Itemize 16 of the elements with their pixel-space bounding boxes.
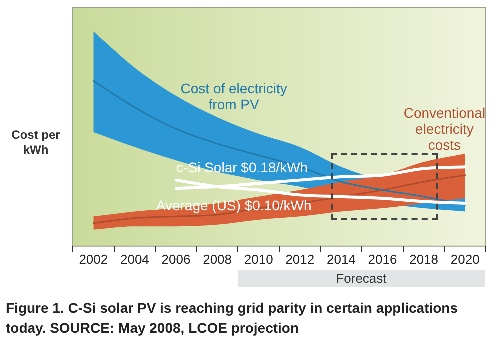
- x-tick-label: 2018: [410, 252, 439, 267]
- y-axis-title: Cost per kWh: [10, 128, 62, 158]
- x-tick-label: 2016: [368, 252, 398, 267]
- series-label: Cost of electricity from PV: [180, 80, 288, 113]
- x-tick-label: 2010: [244, 252, 274, 267]
- series-label: c-Si Solar $0.18/kWh: [176, 159, 308, 176]
- text: Forecast: [238, 270, 485, 287]
- caption: Figure 1. C-Si solar PV is reaching grid parity in certain applications today. SOURCE: May 2008, LCOE projection: [6, 299, 460, 338]
- x-tick-label: 2020: [450, 252, 480, 267]
- x-tick-label: 2006: [162, 252, 191, 267]
- x-tick-label: 2004: [120, 252, 150, 267]
- x-tick-label: 2008: [203, 252, 232, 267]
- x-tick-label: 2002: [79, 252, 108, 267]
- text: Conventional electricity costs: [404, 104, 486, 153]
- x-tick-label: 2012: [286, 252, 315, 267]
- x-tick-label: 2014: [326, 252, 356, 267]
